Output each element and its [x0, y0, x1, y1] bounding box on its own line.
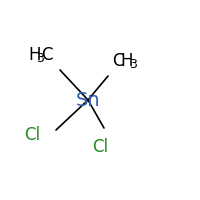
Text: C: C — [112, 52, 124, 70]
Text: 3: 3 — [36, 52, 44, 66]
Text: H: H — [28, 46, 40, 64]
Text: 3: 3 — [129, 58, 137, 72]
Text: C: C — [41, 46, 53, 64]
Text: H: H — [120, 52, 133, 70]
Text: Cl: Cl — [24, 126, 40, 144]
Text: Cl: Cl — [92, 138, 108, 156]
Text: Sn: Sn — [76, 90, 100, 110]
